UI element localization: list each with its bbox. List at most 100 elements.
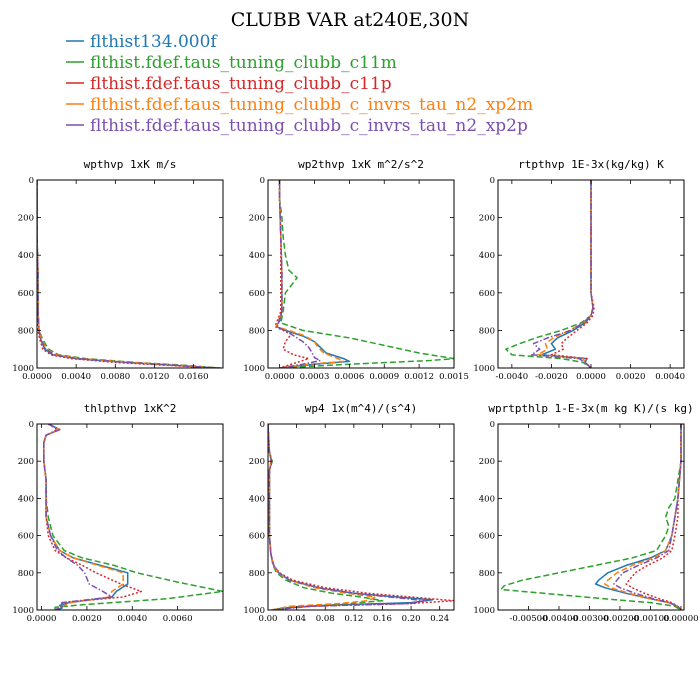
y-tick-label: 200 [249,214,265,224]
series-group [37,180,222,368]
x-tick-label: 0.0000 [27,614,57,624]
x-tick-label: 0.24 [430,614,449,624]
y-tick-label: 0 [490,176,495,186]
y-tick-label: 0 [260,176,265,186]
series-line [37,180,219,368]
y-tick-label: 0 [29,176,34,186]
y-tick-label: 0 [490,420,495,430]
chart-panel: rtpthvp 1E-3x(kg/kg) K -0.0040 -0.0020 0.00… [473,158,685,382]
series-line [43,424,223,610]
x-tick-label: -0.00200 [601,614,639,624]
axis-frame [267,423,455,611]
y-tick-label: 600 [249,289,265,299]
x-tick-label: 0.0020 [72,614,102,624]
series-line [275,180,345,368]
x-tick-label: 0.12 [344,614,363,624]
y-tick-label: 600 [249,532,265,542]
series-line [37,180,220,368]
x-tick-label: 0.0000 [265,372,295,382]
x-tick-label: 0.0009 [369,372,399,382]
y-tick-label: 1000 [473,364,495,374]
series-line [37,180,222,368]
x-tick-label: 0.0015 [439,372,469,382]
y-tick-label: 1000 [473,606,495,616]
legend-label: flthist.fdef.taus_tuning_clubb_c11p [90,74,392,94]
series-line [268,424,377,610]
series-line [268,424,427,610]
chart-panel: wpthvp 1xK m/s 0.0000 0.0040 0.0080 0.0120 0.… [12,158,224,382]
axis-frame [497,423,685,611]
axis-frame [36,179,224,369]
y-tick-label: 600 [479,289,495,299]
y-tick-label: 800 [249,326,265,336]
series-line [43,424,113,610]
series-line [505,180,594,368]
y-tick-label: 1000 [243,606,265,616]
y-tick-label: 600 [18,289,34,299]
x-tick-label: 0.0160 [179,372,209,382]
x-tick-label: -0.00300 [570,614,608,624]
y-tick-label: 400 [18,251,34,261]
y-tick-label: 400 [18,494,34,504]
chart-panel: thlpthvp 1xK^2 0.0000 0.0020 0.0040 0.0060 0 2… [12,402,224,624]
legend: flthist134.000fflthist.fdef.taus_tuning_… [66,32,533,136]
y-tick-label: 400 [249,494,265,504]
panel-title: thlpthvp 1xK^2 [84,402,177,415]
x-tick-label: 0.0020 [616,372,646,382]
y-tick-label: 800 [18,326,34,336]
y-tick-label: 600 [18,532,34,542]
x-tick-label: 0.0012 [404,372,434,382]
x-tick-label: 0.08 [316,614,335,624]
y-tick-label: 400 [479,251,495,261]
x-tick-label: 0.0120 [140,372,170,382]
series-group [500,424,682,610]
y-tick-label: 800 [18,569,34,579]
chart-panel: wprtpthlp 1-E-3x(m kg K)/(s kg)-0.00500-… [473,402,698,624]
y-tick-label: 800 [479,326,495,336]
series-line [530,180,594,368]
series-group [268,424,454,610]
series-line [594,424,682,610]
x-tick-label: 0.04 [287,614,306,624]
series-line [37,180,218,368]
panels: wpthvp 1xK m/s0.0000 0.0040 0.0080 0.0120 0.… [12,158,698,624]
axis-frame [267,179,455,369]
y-tick-label: 200 [479,457,495,467]
y-tick-label: 800 [249,569,265,579]
x-tick-label: 0.20 [402,614,421,624]
series-line [613,424,682,610]
x-tick-label: 0.0080 [100,372,130,382]
y-tick-label: 600 [479,532,495,542]
series-line [268,424,454,610]
x-tick-label: 0.00 [259,614,278,624]
x-tick-label: -0.0040 [496,372,529,382]
series-line [37,180,214,368]
y-tick-label: 1000 [12,364,34,374]
series-line [268,424,384,610]
y-tick-label: 0 [29,420,34,430]
x-tick-label: 0.0060 [163,614,193,624]
series-line [625,424,682,610]
series-line [43,424,124,610]
y-tick-label: 1000 [12,606,34,616]
y-tick-label: 400 [479,494,495,504]
series-group [505,180,595,368]
panel-title: wpthvp 1xK m/s [84,158,177,171]
y-tick-label: 400 [249,251,265,261]
series-group [43,424,223,610]
x-tick-label: -0.00400 [540,614,578,624]
legend-label: flthist134.000f [90,32,218,52]
series-line [550,180,595,368]
x-tick-label: 0.0040 [61,372,91,382]
y-tick-label: 200 [18,457,34,467]
x-tick-label: -0.00500 [509,614,547,624]
x-tick-label: 0.0040 [117,614,147,624]
legend-label: flthist.fdef.taus_tuning_clubb_c11m [90,53,397,73]
x-tick-label: -0.00100 [631,614,669,624]
series-line [276,180,322,368]
y-tick-label: 800 [479,569,495,579]
figure-title: CLUBB VAR at240E,30N [231,9,470,31]
panel-title: wprtpthlp 1-E-3x(m kg K)/(s kg) [488,402,693,415]
legend-label: flthist.fdef.taus_tuning_clubb_c_invrs_t… [90,116,528,136]
